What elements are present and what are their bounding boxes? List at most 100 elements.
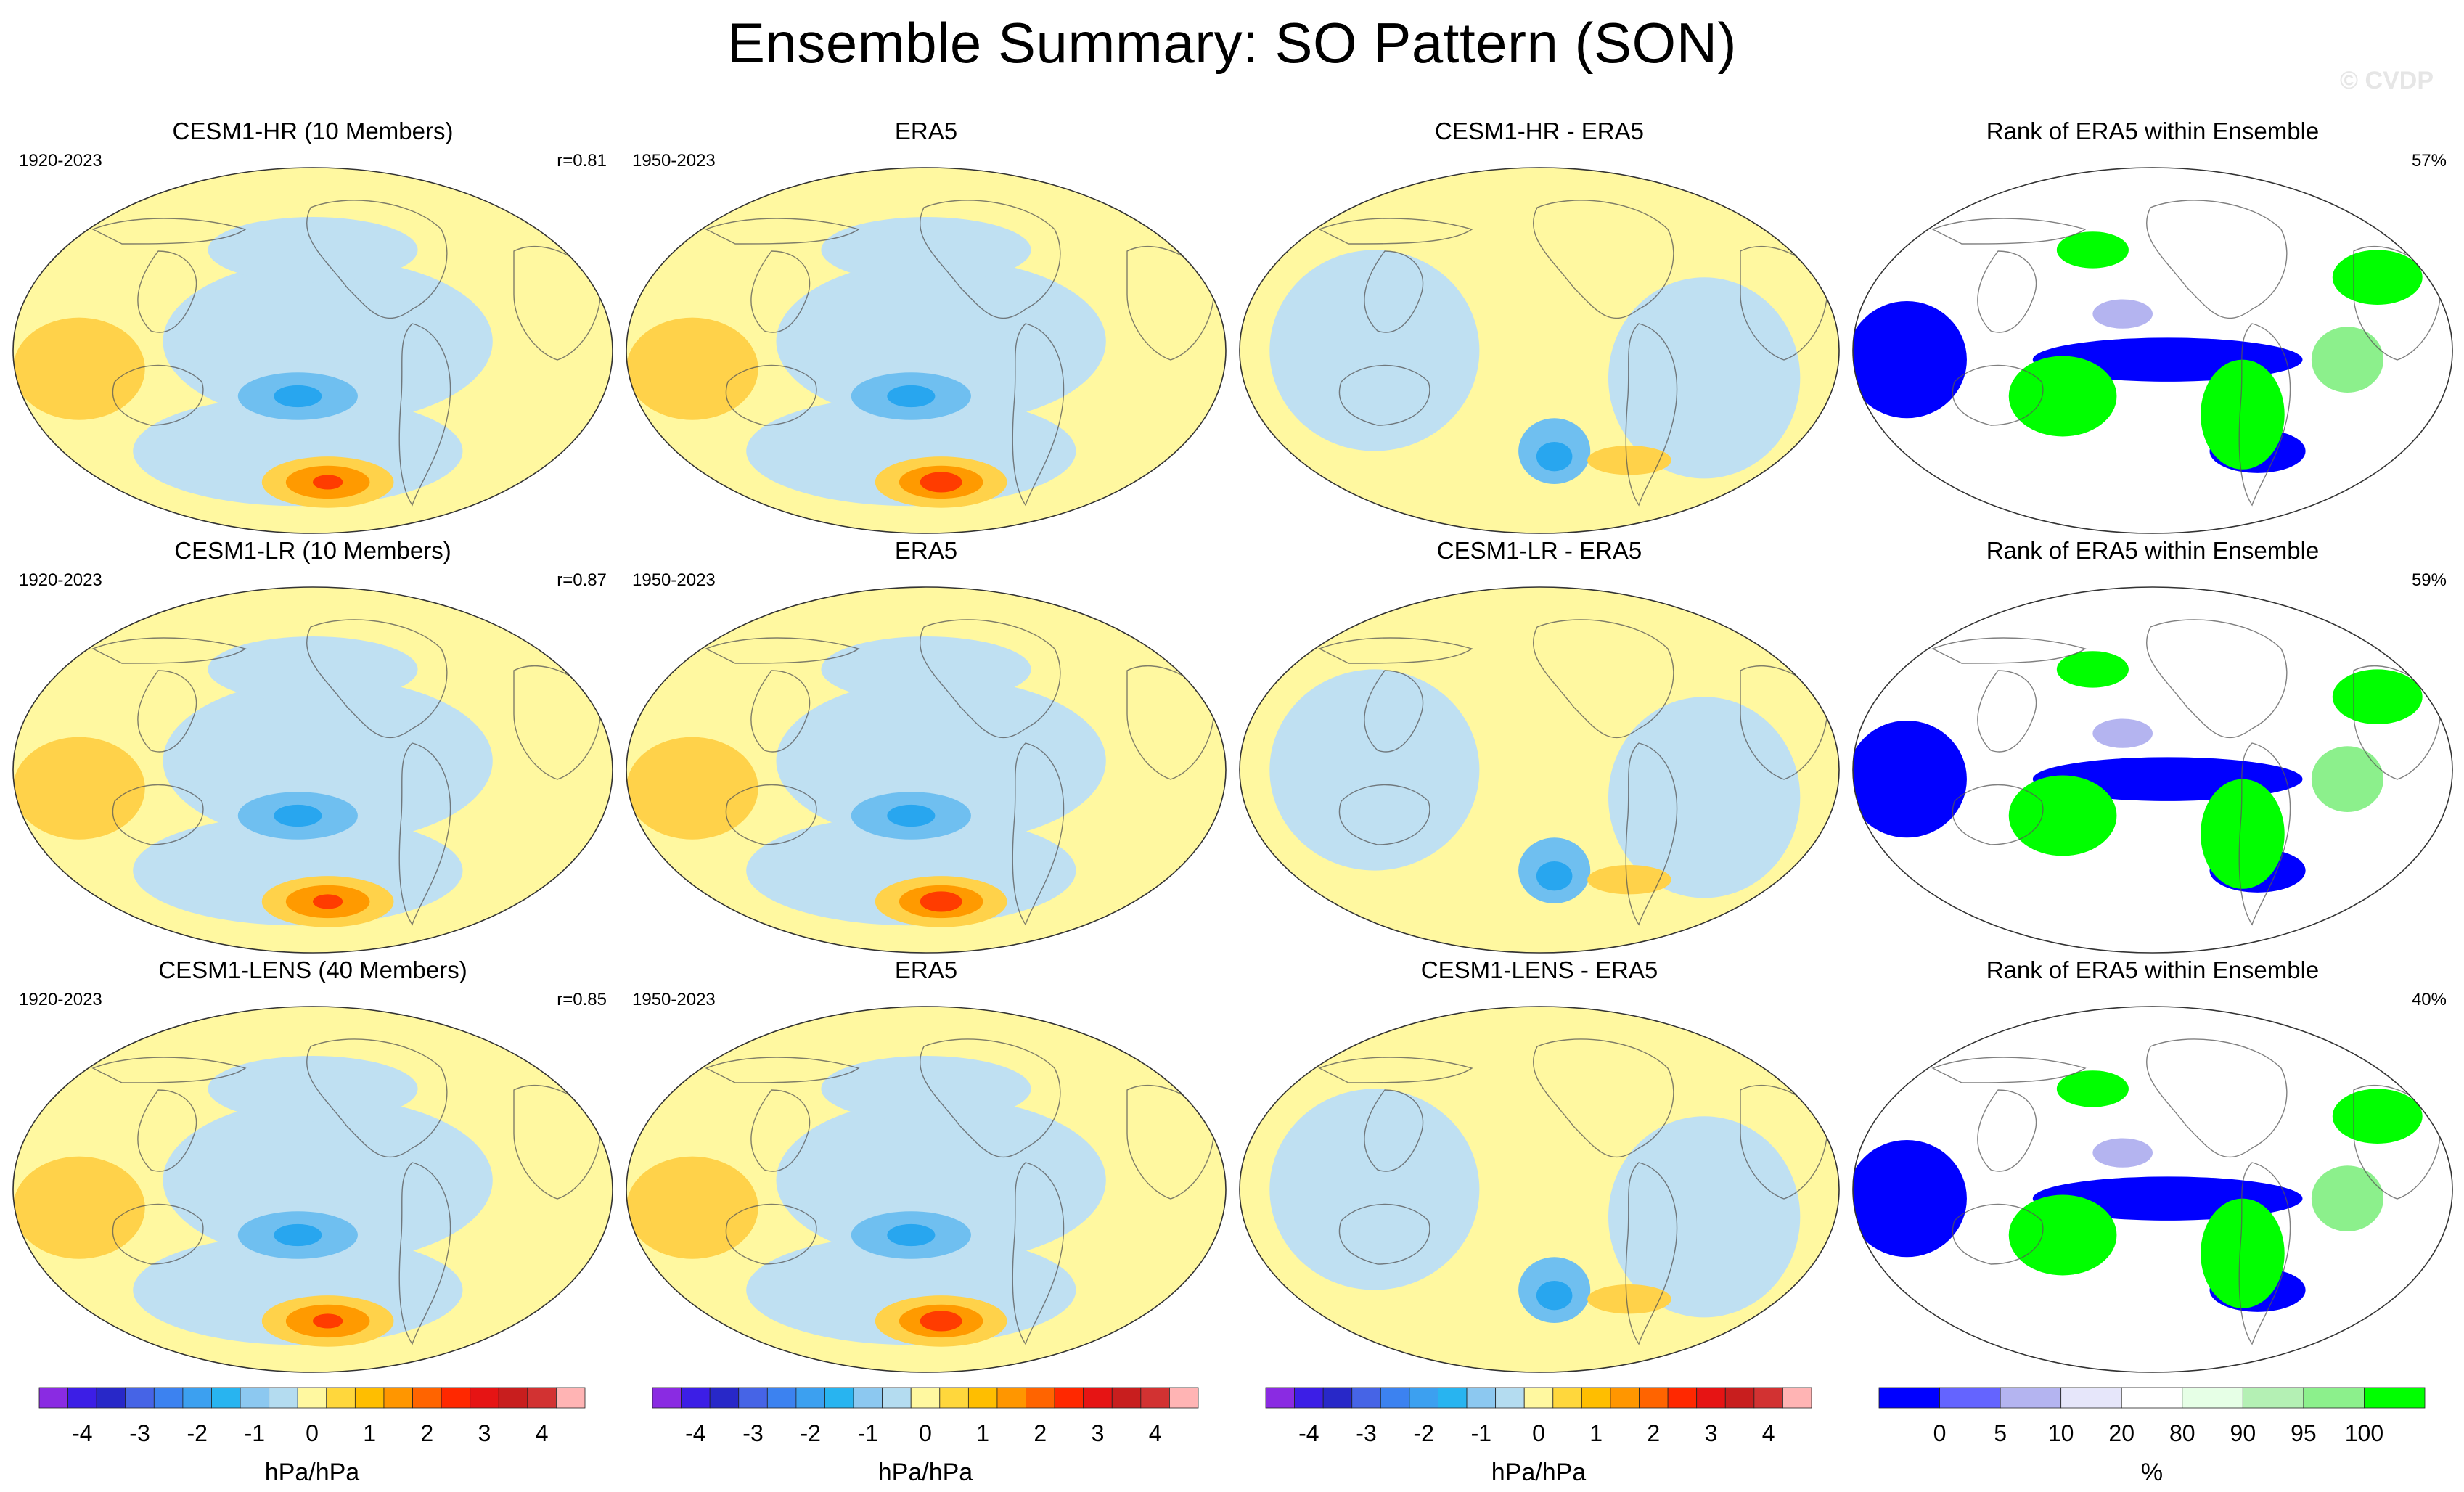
neg-nh-region (821, 217, 1031, 283)
neg-pacific-region (776, 679, 1106, 843)
colorbar-swatch (38, 1387, 68, 1409)
colorbar-label: hPa/hPa (1491, 1459, 1587, 1486)
colorbar-tick-label: -2 (1413, 1420, 1433, 1446)
map-outline (1852, 586, 2453, 954)
colorbar-tick-label: -4 (72, 1420, 92, 1446)
coastline (2238, 323, 2291, 507)
colorbar-swatch (738, 1387, 768, 1409)
panel-title: CESM1-HR (10 Members) (172, 118, 454, 144)
rank-map (1852, 586, 2453, 954)
panel-period: 1920-2023 (19, 570, 102, 590)
map-panel: CESM1-LR - ERA5 (1232, 537, 1846, 958)
coastline (306, 1038, 448, 1157)
colorbar-tick-label: 3 (478, 1420, 491, 1446)
coastline (112, 1203, 204, 1265)
colorbar-swatch (269, 1387, 298, 1409)
pattern-correlation: r=0.85 (557, 990, 607, 1009)
map-panel: CESM1-LR (10 Members) 1920-2023 r=0.87 (6, 537, 620, 958)
coastline (398, 1162, 451, 1345)
coastline (750, 670, 811, 753)
neg-nh-region (208, 1056, 418, 1122)
colorbar-swatch (1380, 1387, 1410, 1409)
rank-high-4 (2056, 651, 2129, 688)
colorbar: -4 -3 -2 -1 0 1 2 3 4 hPa/hPa (1256, 1383, 1822, 1492)
coastline (1625, 323, 1678, 507)
colorbar-tick-label: 80 (2169, 1420, 2195, 1446)
panel-period: 1950-2023 (632, 990, 716, 1009)
map-panel: Rank of ERA5 within Ensemble 59% (1846, 537, 2460, 958)
map-outline (626, 586, 1227, 954)
neg-diff-south-core (1536, 1281, 1573, 1311)
map-outline (12, 586, 613, 954)
colorbar-tick-label: -1 (1471, 1420, 1491, 1446)
colorbar-swatch (96, 1387, 126, 1409)
rank-high-4 (2056, 231, 2129, 269)
coastline (2353, 1084, 2442, 1200)
colorbar-swatch (527, 1387, 557, 1409)
coastline (1126, 1084, 1215, 1200)
colorbar-swatch (853, 1387, 883, 1409)
rank-near-high (2311, 1165, 2384, 1231)
colorbar-swatch (240, 1387, 270, 1409)
colorbar-swatch (996, 1387, 1026, 1409)
colorbar-swatch (1026, 1387, 1055, 1409)
neg-nh-region (208, 636, 418, 702)
coastline (725, 364, 817, 426)
coastline (1740, 665, 1828, 780)
map-outline (1852, 1006, 2453, 1373)
coastline (1318, 637, 1473, 664)
pattern-map (12, 167, 613, 534)
colorbar-swatch (1639, 1387, 1669, 1409)
panel-period: 1950-2023 (632, 151, 716, 171)
colorbar-swatch (967, 1387, 998, 1409)
rank-low-indian (1853, 720, 1967, 838)
rank-high-4 (2056, 1070, 2129, 1107)
neg-pacific-region (776, 1098, 1106, 1263)
coastline (1012, 323, 1065, 507)
colorbar-swatch (412, 1387, 442, 1409)
coastline (725, 784, 817, 845)
colorbar-swatch (125, 1387, 155, 1409)
coastline (306, 619, 448, 738)
colorbar-swatch (326, 1387, 356, 1409)
map-panel: ERA5 1950-2023 (619, 537, 1233, 958)
coastline (705, 218, 860, 245)
map-outline (12, 1006, 613, 1373)
pos-southern-high-core (920, 1311, 962, 1332)
coastline (2353, 245, 2442, 361)
pos-indian-ocean-region (13, 1156, 145, 1259)
neg-diff-south-core (1536, 442, 1573, 472)
panel-title: ERA5 (894, 537, 958, 564)
colorbar-swatch (766, 1387, 797, 1409)
rank-percent: 59% (2411, 570, 2447, 590)
colorbar-swatch (910, 1387, 941, 1409)
colorbar-label: hPa/hPa (264, 1459, 360, 1486)
pos-indian-ocean-region (626, 737, 758, 840)
diff-map (1239, 586, 1840, 954)
coastline (1952, 1203, 2044, 1265)
colorbar-label: hPa/hPa (877, 1459, 973, 1486)
colorbar-tick-label: -2 (187, 1420, 207, 1446)
rank-high-3 (2332, 1089, 2423, 1144)
rank-high-3 (2332, 250, 2423, 305)
coastline (1012, 742, 1065, 926)
coastline (1977, 1089, 2037, 1172)
map-outline (1239, 1006, 1840, 1373)
pos-diff-southern (1587, 1284, 1671, 1314)
panel-period: 1950-2023 (632, 570, 716, 590)
colorbar-swatch (1169, 1387, 1199, 1409)
coastline (1740, 1084, 1828, 1200)
colorbar-tick-label: 20 (2108, 1420, 2134, 1446)
coastline (112, 784, 204, 845)
neg-trough-core (887, 1223, 936, 1247)
coastline (1338, 1203, 1430, 1265)
colorbar-swatch (354, 1387, 385, 1409)
coastline (725, 1203, 817, 1265)
coastline (2353, 665, 2442, 780)
colorbar-tick-label: -3 (742, 1420, 763, 1446)
coastline (1977, 250, 2037, 333)
watermark: © CVDP (2340, 67, 2434, 94)
coastline (920, 619, 1061, 738)
colorbar-tick-label: 2 (1647, 1420, 1660, 1446)
colorbar-tick-label: 0 (306, 1420, 319, 1446)
